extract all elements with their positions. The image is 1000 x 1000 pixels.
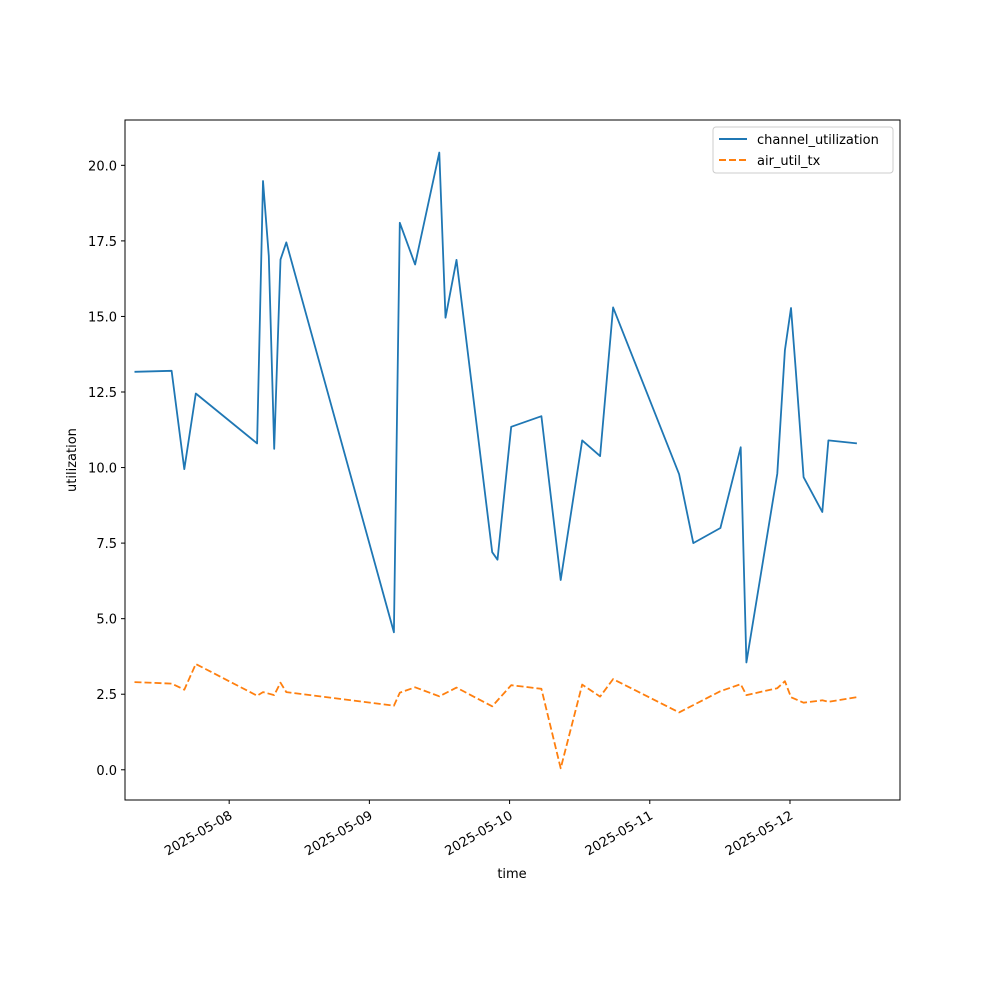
- y-tick-label: 17.5: [88, 235, 117, 250]
- plot-area-frame: [124, 119, 901, 801]
- y-tick-label: 20.0: [88, 159, 117, 174]
- legend: channel_utilization air_util_tx: [712, 126, 894, 174]
- y-tick-label: 7.5: [96, 537, 117, 552]
- series-layer: [134, 151, 858, 770]
- y-axis-label: utilization: [65, 428, 80, 492]
- legend-box: [712, 126, 894, 174]
- y-tick-label: 15.0: [88, 310, 117, 325]
- y-tick-label: 5.0: [96, 613, 117, 628]
- series-line-channel-utilization: [134, 151, 857, 664]
- legend-label-channel-utilization: channel_utilization: [757, 133, 879, 148]
- y-tick-label: 10.0: [88, 462, 117, 477]
- x-axis-label: time: [497, 867, 526, 882]
- y-axis-ticks: 0.0 2.5 5.0 7.5 10.0 12.5 15.0 17.5 20.0: [88, 159, 125, 779]
- y-tick-label: 2.5: [96, 688, 117, 703]
- series-line-air-util-tx: [134, 663, 858, 770]
- y-tick-label: 0.0: [96, 764, 117, 779]
- y-tick-label: 12.5: [88, 386, 117, 401]
- legend-label-air-util-tx: air_util_tx: [757, 154, 821, 169]
